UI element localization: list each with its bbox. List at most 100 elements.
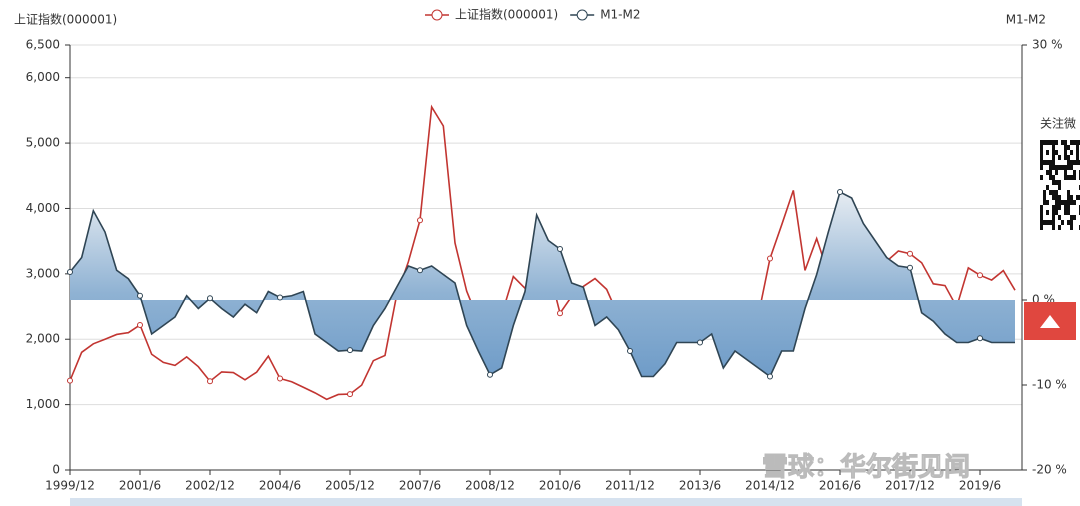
qr-cell <box>1043 220 1046 225</box>
point-marker <box>67 377 73 384</box>
qr-cell <box>1070 165 1073 170</box>
qr-cell <box>1040 205 1043 210</box>
qr-cell <box>1064 165 1067 170</box>
scroll-top-button[interactable] <box>1024 302 1076 340</box>
qr-cell <box>1076 150 1079 155</box>
qr-cell <box>1067 190 1070 195</box>
qr-cell <box>1067 220 1070 225</box>
x-tick-label: 2005/12 <box>325 479 375 493</box>
qr-cell <box>1070 195 1073 200</box>
qr-cell <box>1064 200 1067 205</box>
qr-cell <box>1067 160 1070 165</box>
x-tick-label: 2016/6 <box>819 479 861 493</box>
qr-cell <box>1052 145 1055 150</box>
y-axis-title: 上证指数(000001) <box>14 12 117 27</box>
qr-cell <box>1058 200 1061 205</box>
qr-cell <box>1040 225 1043 230</box>
qr-cell <box>1061 220 1064 225</box>
qr-cell <box>1052 165 1055 170</box>
qr-widget: 关注微 <box>1030 110 1080 270</box>
qr-cell <box>1040 210 1043 215</box>
point-marker <box>977 335 983 342</box>
qr-cell <box>1073 200 1076 205</box>
qr-caption: 关注微 <box>1040 116 1076 131</box>
area <box>70 192 1015 377</box>
zoom-slider[interactable] <box>70 498 1022 506</box>
qr-cell <box>1049 175 1052 180</box>
qr-cell <box>1067 210 1070 215</box>
qr-cell <box>1052 220 1055 225</box>
qr-cell <box>1055 200 1058 205</box>
y-tick-label: 6,500 <box>26 38 60 52</box>
qr-cell <box>1058 195 1061 200</box>
point-marker <box>277 375 283 382</box>
qr-cell <box>1070 140 1073 145</box>
qr-cell <box>1061 200 1064 205</box>
y-tick-label: 2,000 <box>26 332 60 346</box>
qr-cell <box>1049 170 1052 175</box>
qr-cell <box>1052 140 1055 145</box>
qr-cell <box>1076 145 1079 150</box>
qr-cell <box>1052 225 1055 230</box>
legend-marker <box>576 9 588 21</box>
x-tick-label: 2019/6 <box>959 479 1001 493</box>
qr-cell <box>1073 140 1076 145</box>
x-tick-label: 2017/12 <box>885 479 935 493</box>
qr-cell <box>1058 165 1061 170</box>
point-marker <box>207 378 213 385</box>
qr-cell <box>1049 220 1052 225</box>
point-marker <box>907 264 913 271</box>
y-tick-label: 0 <box>52 463 60 477</box>
point-marker <box>627 348 633 354</box>
qr-cell <box>1040 175 1043 180</box>
point-marker <box>557 310 563 317</box>
qr-cell <box>1052 205 1055 210</box>
qr-cell <box>1058 155 1061 160</box>
qr-cell <box>1049 160 1052 165</box>
qr-cell <box>1040 155 1043 160</box>
up-arrow[interactable] <box>1040 315 1060 328</box>
qr-cell <box>1046 140 1049 145</box>
point-marker <box>837 189 843 196</box>
qr-cell <box>1064 205 1067 210</box>
qr-cell <box>1040 145 1043 150</box>
y2-tick-label: 30 % <box>1032 38 1063 52</box>
qr-cell <box>1064 210 1067 215</box>
qr-cell <box>1058 215 1061 220</box>
qr-cell <box>1058 205 1061 210</box>
qr-cell <box>1049 190 1052 195</box>
qr-cell <box>1070 225 1073 230</box>
y-tick-label: 5,000 <box>26 136 60 150</box>
qr-cell <box>1058 180 1061 185</box>
qr-cell <box>1046 220 1049 225</box>
qr-cell <box>1061 165 1064 170</box>
qr-cell <box>1064 170 1067 175</box>
qr-code <box>1040 140 1080 230</box>
point-marker <box>137 292 143 299</box>
qr-cell <box>1052 155 1055 160</box>
qr-cell <box>1043 190 1046 195</box>
qr-cell <box>1073 160 1076 165</box>
qr-cell <box>1070 160 1073 165</box>
point-marker <box>557 246 563 252</box>
qr-cell <box>1055 165 1058 170</box>
qr-cell <box>1058 225 1061 230</box>
legend-marker <box>431 9 443 21</box>
qr-cell <box>1052 195 1055 200</box>
qr-cell <box>1046 185 1049 190</box>
watermark: 雪球：华尔街见闻 <box>762 452 970 483</box>
legend: 上证指数(000001) M1-M2 <box>425 7 641 22</box>
qr-cell <box>1076 155 1079 160</box>
qr-cell <box>1055 170 1058 175</box>
qr-cell <box>1043 160 1046 165</box>
qr-cell <box>1076 140 1079 145</box>
qr-cell <box>1064 175 1067 180</box>
qr-cell <box>1052 215 1055 220</box>
x-tick-label: 2014/12 <box>745 479 795 493</box>
qr-cell <box>1070 215 1073 220</box>
qr-cell <box>1043 200 1046 205</box>
qr-cell <box>1055 195 1058 200</box>
qr-cell <box>1046 170 1049 175</box>
point-marker <box>767 373 773 380</box>
